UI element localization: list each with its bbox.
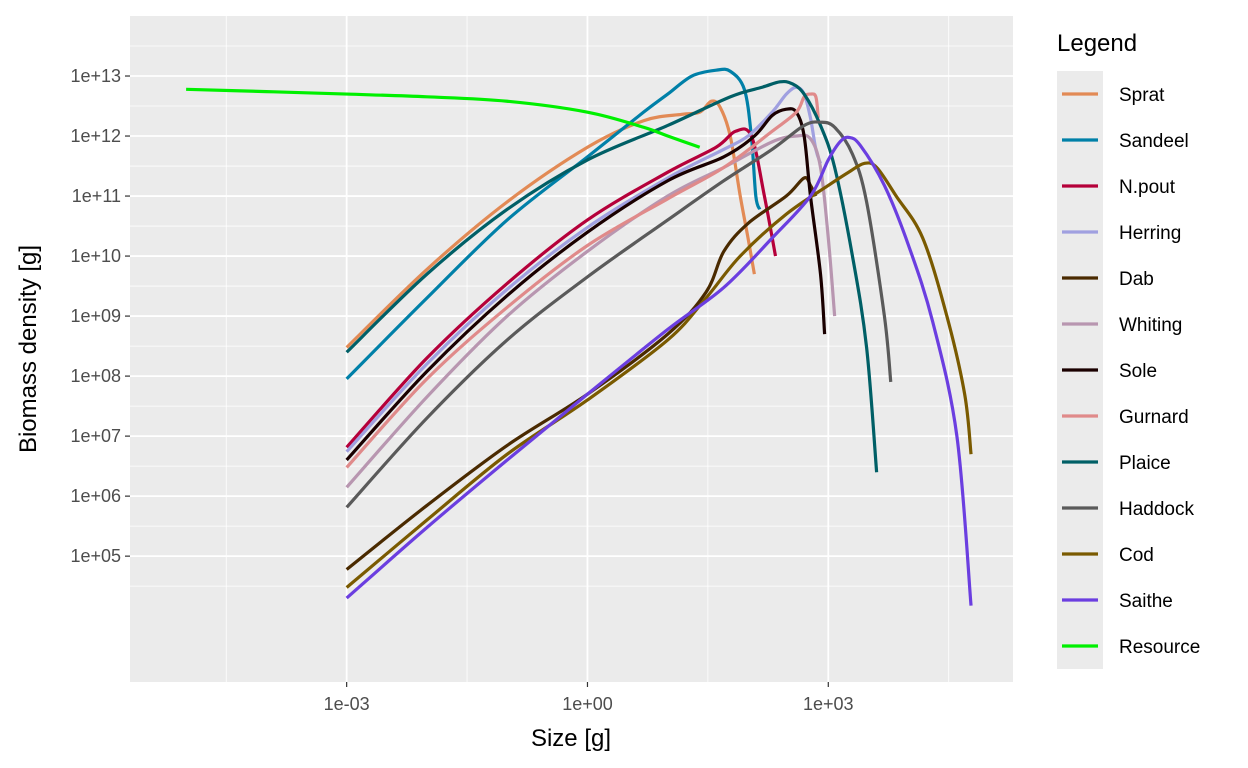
series-line-sandeel [345, 67, 762, 380]
legend-label-cod: Cod [1119, 545, 1154, 566]
legend-label-sprat: Sprat [1119, 85, 1165, 106]
y-axis-title: Biomass density [g] [15, 245, 42, 453]
x-axis-title: Size [g] [531, 725, 611, 752]
series-line-resource [186, 87, 701, 149]
legend: Legend Sprat Sandeel N.pout Herring Dab Whiti… [1057, 30, 1200, 669]
legend-label-gurnard: Gurnard [1119, 407, 1189, 428]
legend-items: Sprat Sandeel N.pout Herring Dab Whiting Sole G… [1057, 71, 1200, 669]
legend-label-saithe: Saithe [1119, 591, 1173, 612]
plot-panel [130, 16, 1013, 682]
x-axis: 1e-03 1e+00 1e+03 [324, 682, 854, 714]
legend-label-resource: Resource [1119, 637, 1200, 658]
series-line-sole [345, 107, 827, 462]
x-tick-label: 1e-03 [324, 694, 370, 714]
series-line-n-pout [345, 127, 778, 449]
y-tick-label: 1e+12 [70, 126, 121, 146]
y-tick-label: 1e+10 [70, 246, 121, 266]
y-tick-label: 1e+13 [70, 66, 121, 86]
legend-label-sandeel: Sandeel [1119, 131, 1189, 152]
legend-label-sole: Sole [1119, 361, 1157, 382]
series-lines [186, 67, 973, 606]
series-line-gurnard [345, 92, 820, 469]
x-tick-label: 1e+03 [803, 694, 854, 714]
legend-title: Legend [1057, 30, 1137, 57]
legend-label-haddock: Haddock [1119, 499, 1194, 520]
series-line-haddock [345, 120, 893, 509]
series-line-dab [345, 176, 818, 571]
series-line-herring [345, 85, 823, 453]
x-tick-label: 1e+00 [562, 694, 613, 714]
legend-label-plaice: Plaice [1119, 453, 1171, 474]
legend-label-whiting: Whiting [1119, 315, 1182, 336]
major-grid [130, 16, 1013, 682]
series-line-cod [345, 161, 973, 589]
y-tick-label: 1e+09 [70, 306, 121, 326]
series-line-saithe [345, 135, 973, 606]
minor-grid [130, 16, 1013, 682]
y-tick-label: 1e+05 [70, 546, 121, 566]
y-axis: 1e+05 1e+06 1e+07 1e+08 1e+09 1e+10 1e+11 1e+12… [70, 66, 130, 566]
y-tick-label: 1e+11 [72, 186, 121, 206]
legend-label-n-pout: N.pout [1119, 177, 1176, 198]
y-tick-label: 1e+08 [70, 366, 121, 386]
y-tick-label: 1e+07 [70, 426, 121, 446]
legend-label-dab: Dab [1119, 269, 1154, 290]
y-tick-label: 1e+06 [70, 486, 121, 506]
series-line-plaice [345, 79, 879, 473]
legend-label-herring: Herring [1119, 223, 1181, 244]
